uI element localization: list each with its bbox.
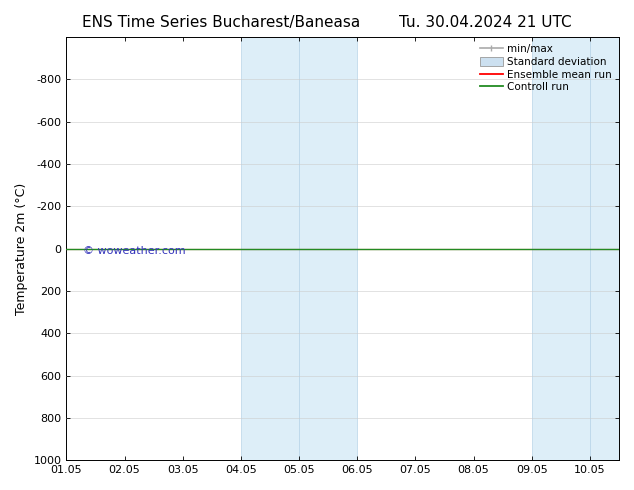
- Bar: [299, 37, 357, 460]
- Legend: min/max, Standard deviation, Ensemble mean run, Controll run: min/max, Standard deviation, Ensemble me…: [478, 42, 614, 94]
- Text: Tu. 30.04.2024 21 UTC: Tu. 30.04.2024 21 UTC: [399, 15, 572, 30]
- Bar: [241, 37, 299, 460]
- Bar: [590, 37, 619, 460]
- Text: © woweather.com: © woweather.com: [83, 246, 186, 256]
- Bar: [532, 37, 590, 460]
- Text: ENS Time Series Bucharest/Baneasa: ENS Time Series Bucharest/Baneasa: [82, 15, 361, 30]
- Y-axis label: Temperature 2m (°C): Temperature 2m (°C): [15, 182, 28, 315]
